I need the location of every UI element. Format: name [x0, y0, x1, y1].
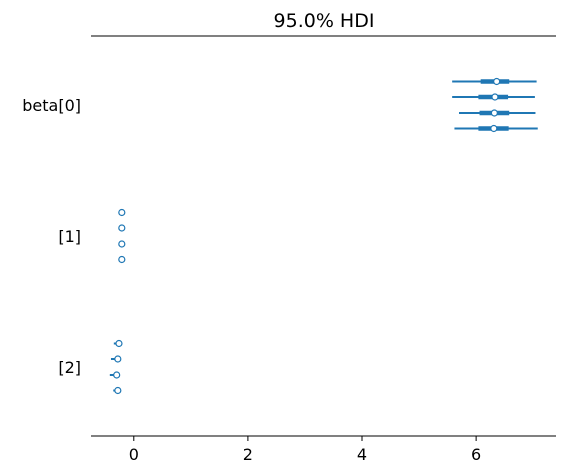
y-label-2: [2]: [58, 358, 81, 377]
x-tick-label-1: 2: [243, 445, 253, 464]
x-axis-ticks: 0 2 4 6: [129, 436, 481, 464]
point-estimate-2-3: [114, 386, 122, 395]
point-estimate-2-2: [113, 371, 121, 379]
x-tick-label-0: 0: [129, 445, 139, 464]
point-estimate-1-0: [118, 208, 126, 217]
point-estimate-0-2: [490, 109, 498, 117]
point-estimate-2-0: [115, 339, 123, 348]
x-tick-label-3: 6: [471, 445, 481, 464]
x-tick-label-2: 4: [357, 445, 367, 464]
chart-marks: [109, 77, 538, 395]
point-estimate-1-3: [118, 255, 126, 264]
point-estimate-0-3: [490, 124, 498, 133]
y-label-1: [1]: [58, 227, 81, 246]
point-estimate-0-0: [493, 77, 501, 86]
y-label-0: beta[0]: [22, 96, 81, 115]
point-estimate-0-1: [491, 93, 499, 101]
chart-title: 95.0% HDI: [274, 10, 375, 32]
point-estimate-2-1: [114, 355, 122, 363]
point-estimate-1-1: [118, 224, 126, 232]
point-estimate-1-2: [118, 240, 126, 248]
y-axis-labels: beta[0] [1] [2]: [22, 96, 81, 377]
